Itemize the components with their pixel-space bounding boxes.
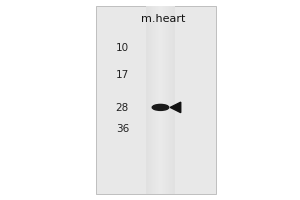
- Bar: [154, 6, 155, 194]
- Bar: [170, 6, 171, 194]
- Bar: [167, 6, 168, 194]
- Bar: [157, 6, 158, 194]
- Bar: [155, 6, 156, 194]
- Bar: [149, 6, 150, 194]
- Bar: [173, 6, 174, 194]
- Bar: [165, 6, 166, 194]
- Bar: [160, 6, 161, 194]
- Bar: [164, 6, 165, 194]
- Polygon shape: [170, 102, 181, 113]
- Bar: [168, 6, 169, 194]
- Bar: [152, 6, 153, 194]
- Bar: [160, 6, 161, 194]
- Bar: [146, 6, 147, 194]
- Bar: [159, 6, 160, 194]
- Bar: [171, 6, 172, 194]
- Bar: [162, 6, 163, 194]
- Bar: [156, 6, 157, 194]
- Bar: [151, 6, 152, 194]
- Text: 28: 28: [116, 103, 129, 113]
- Bar: [153, 6, 154, 194]
- Bar: [147, 6, 148, 194]
- Text: 36: 36: [116, 124, 129, 134]
- Text: m.heart: m.heart: [141, 14, 186, 24]
- Bar: [166, 6, 167, 194]
- Bar: [158, 6, 159, 194]
- Bar: [161, 6, 162, 194]
- Bar: [174, 6, 175, 194]
- Bar: [172, 6, 173, 194]
- Bar: [169, 6, 170, 194]
- Bar: [148, 6, 149, 194]
- Text: 17: 17: [116, 70, 129, 80]
- Text: 10: 10: [116, 43, 129, 53]
- Bar: [150, 6, 151, 194]
- Bar: [96, 6, 216, 194]
- Ellipse shape: [152, 104, 169, 110]
